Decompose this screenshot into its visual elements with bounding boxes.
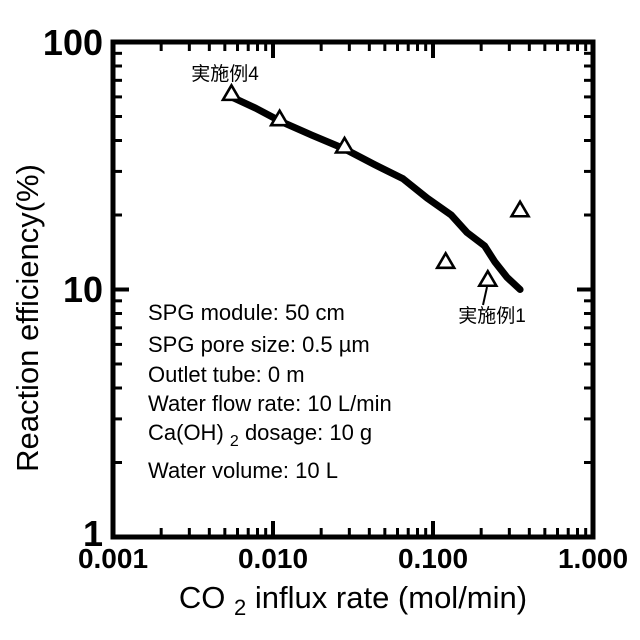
annotation-arrow [482,286,488,306]
data-point-marker [268,108,291,127]
data-point-marker [434,250,457,270]
param-line-5-suffix: dosage: 10 g [245,420,372,445]
param-line-3: Outlet tube: 0 m [148,362,305,387]
point-label-jisshirei1: 実施例1 [458,305,526,327]
x-axis-title: CO 2 influx rate (mol/min) [179,580,527,622]
param-line-5: Ca(OH) 2 dosage: 10 g [148,420,372,451]
x-axis-title-subscript: 2 [234,595,246,620]
y-tick-label-100: 100 [43,22,103,63]
param-line-6: Water volume: 10 L [148,458,338,483]
x-tick-label-0010: 0.010 [238,543,308,574]
param-line-2: SPG pore size: 0.5 µm [148,332,370,357]
param-line-5-prefix: Ca(OH) [148,420,224,445]
param-line-4: Water flow rate: 10 L/min [148,391,392,416]
data-point-marker [477,268,499,288]
y-axis-title: Reaction efficiency(%) [10,164,45,472]
data-points [220,82,531,288]
data-point-marker [333,135,356,154]
data-point-marker [509,199,531,218]
x-axis-title-suffix: influx rate (mol/min) [255,580,527,615]
y-tick-label-10: 10 [63,269,103,310]
x-tick-label-0001: 0.001 [78,543,148,574]
y-tick-label-1: 1 [83,513,103,554]
param-line-1: SPG module: 50 cm [148,300,345,325]
x-axis-title-prefix: CO [179,580,226,615]
x-tick-label-1000: 1.000 [558,543,628,574]
parameters-block: SPG module: 50 cm SPG pore size: 0.5 µm … [148,300,392,483]
axis-ticks [111,40,595,539]
param-line-5-subscript: 2 [230,433,239,450]
point-label-jisshirei4: 実施例4 [191,63,259,85]
data-point-marker [220,82,243,102]
x-tick-label-0100: 0.100 [398,543,468,574]
